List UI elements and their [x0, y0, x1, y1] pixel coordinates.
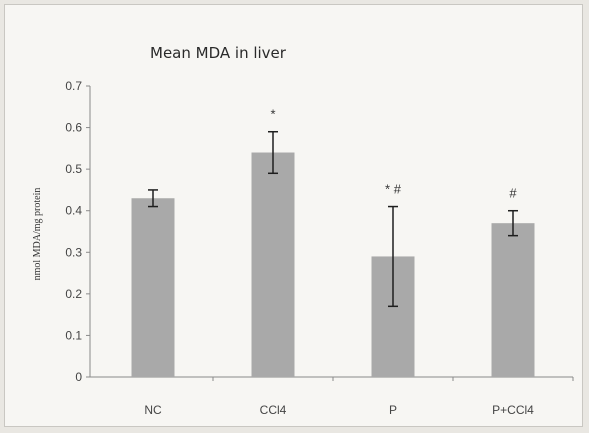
bar-chart: Mean MDA in liver nmol MDA/mg protein 00… — [32, 44, 574, 417]
y-axis-label: nmol MDA/mg protein — [32, 188, 43, 281]
significance-marker: # — [509, 186, 517, 201]
y-tick-label: 0.7 — [65, 79, 82, 93]
significance-marker: * # — [385, 182, 402, 197]
x-tick-label: P+CCl4 — [492, 403, 534, 417]
y-tick-label: 0.2 — [65, 287, 82, 301]
y-tick-label: 0.5 — [65, 162, 82, 176]
bar — [251, 152, 295, 377]
chart-title: Mean MDA in liver — [150, 44, 287, 62]
x-tick-label: CCl4 — [260, 403, 287, 417]
y-tick-label: 0.1 — [65, 328, 82, 342]
plot-area: 0 0.1 0.2 0.3 0.4 0.5 0.6 0.7 NC * CCl4 * # P # P+CCl4 — [65, 79, 574, 417]
y-tick-label: 0.6 — [65, 121, 82, 135]
x-tick-label: P — [389, 403, 397, 417]
x-tick-label: NC — [144, 403, 162, 417]
y-tick-label: 0.4 — [65, 204, 82, 218]
y-tick-label: 0 — [75, 370, 82, 384]
significance-marker: * — [270, 107, 275, 122]
bar — [131, 198, 175, 377]
bar — [491, 223, 535, 377]
y-tick-label: 0.3 — [65, 245, 82, 259]
